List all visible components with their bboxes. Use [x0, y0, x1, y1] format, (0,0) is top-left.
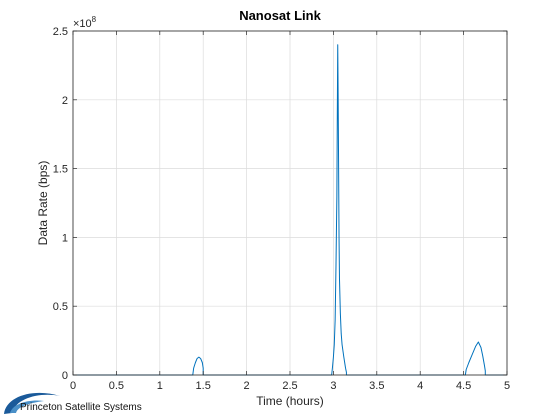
y-exponent-label: ×108 — [73, 15, 97, 30]
logo-swoosh-icon — [4, 392, 60, 414]
y-exponent-base: ×10 — [73, 18, 92, 30]
data-series-line — [73, 44, 507, 376]
y-axis-label: Data Rate (bps) — [36, 161, 50, 246]
x-ticks: 0 0.5 1 1.5 2 2.5 3 3.5 4 4.5 5 — [70, 31, 510, 392]
x-axis-label: Time (hours) — [256, 394, 324, 408]
x-tick-label: 0.5 — [109, 380, 124, 392]
x-tick-label: 3.5 — [369, 380, 384, 392]
x-tick-label: 4.5 — [456, 380, 471, 392]
x-tick-label: 5 — [504, 380, 510, 392]
x-tick-label: 4 — [417, 380, 423, 392]
y-ticks: 0 0.5 1 1.5 2 2.5 — [53, 26, 507, 382]
y-exponent-power: 8 — [92, 15, 97, 24]
logo-swoosh-inner-icon — [10, 400, 44, 413]
y-tick-label: 1 — [62, 232, 68, 244]
x-tick-label: 3 — [330, 380, 336, 392]
y-tick-label: 2.5 — [53, 26, 68, 38]
chart-title: Nanosat Link — [239, 8, 321, 23]
y-tick-label: 1.5 — [53, 164, 68, 176]
x-tick-label: 1 — [157, 380, 163, 392]
y-tick-label: 0.5 — [53, 301, 68, 313]
x-tick-label: 1.5 — [196, 380, 211, 392]
x-tick-label: 2 — [244, 380, 250, 392]
company-logo — [4, 392, 60, 414]
series-group — [73, 44, 507, 376]
y-tick-label: 2 — [62, 95, 68, 107]
logo-text: Princeton Satellite Systems — [20, 402, 142, 413]
x-tick-label: 0 — [70, 380, 76, 392]
x-tick-label: 2.5 — [282, 380, 297, 392]
y-tick-label: 0 — [62, 370, 68, 382]
